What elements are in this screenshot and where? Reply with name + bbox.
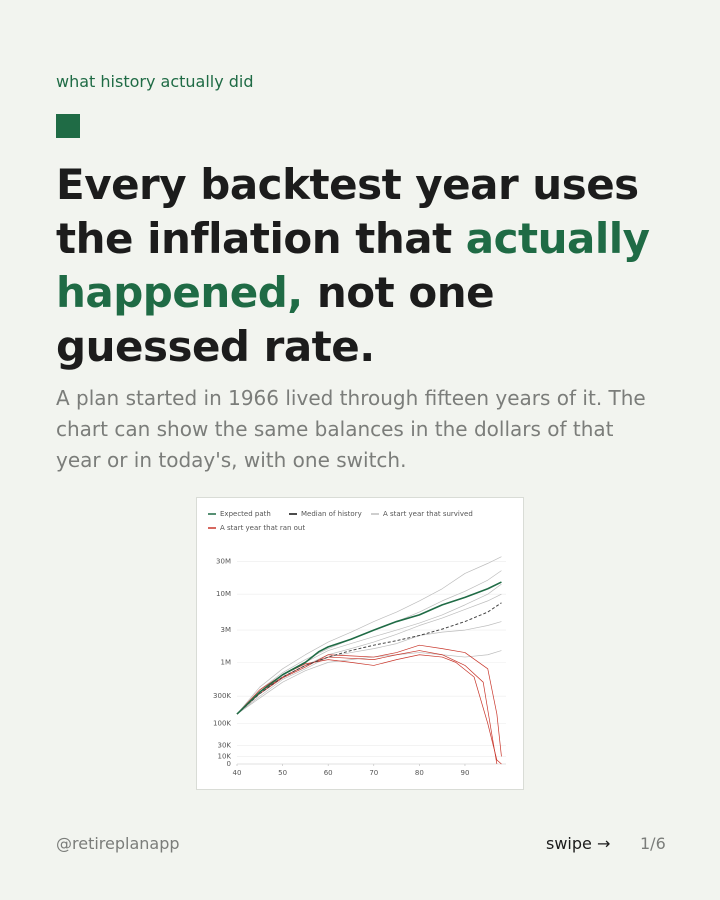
y-tick-label: 300K — [213, 692, 231, 700]
series-line — [236, 581, 502, 715]
legend-label: Median of history — [301, 510, 362, 518]
y-tick-label: 0 — [227, 760, 231, 768]
headline: Every backtest year uses the inflation t… — [56, 158, 666, 374]
series-line — [236, 621, 502, 715]
legend-label: A start year that ran out — [220, 524, 305, 532]
y-tick-label: 100K — [213, 719, 231, 727]
series-line — [236, 650, 498, 765]
legend-label: A start year that survived — [383, 510, 473, 518]
x-tick-label: 60 — [324, 769, 333, 777]
series-line — [236, 556, 502, 715]
legend-label: Expected path — [220, 510, 271, 518]
series-line — [236, 570, 502, 715]
handle: @retireplanapp — [56, 834, 180, 853]
headline-text: Every backtest year uses the inflation t… — [56, 160, 639, 263]
x-tick-label: 70 — [369, 769, 378, 777]
lede: A plan started in 1966 lived through fif… — [56, 386, 646, 472]
y-tick-label: 30M — [216, 557, 231, 565]
y-tick-label: 3M — [221, 626, 232, 634]
accent-square — [56, 114, 80, 138]
y-tick-label: 1M — [221, 658, 232, 666]
chart-card: 0 10K 30K 100K 300K 1M 3M 10M 30M 40 50 60 70 80 90 Exp… — [196, 497, 524, 790]
headline-highlight: actually happened, — [56, 214, 650, 317]
x-tick-label: 40 — [233, 769, 242, 777]
y-tick-label: 10K — [218, 752, 232, 760]
x-tick-label: 80 — [415, 769, 424, 777]
headline-text: not one guessed rate. — [56, 268, 495, 371]
series-line — [236, 654, 502, 765]
series-line — [236, 602, 502, 715]
kicker: what history actually did — [56, 72, 254, 91]
y-tick-label: 30K — [218, 741, 232, 749]
pager: 1/6 — [640, 834, 666, 853]
series-line — [236, 644, 502, 757]
y-tick-label: 10M — [216, 590, 231, 598]
swipe-hint[interactable]: swipe → — [546, 834, 611, 853]
x-tick-label: 90 — [461, 769, 470, 777]
x-tick-label: 50 — [278, 769, 287, 777]
